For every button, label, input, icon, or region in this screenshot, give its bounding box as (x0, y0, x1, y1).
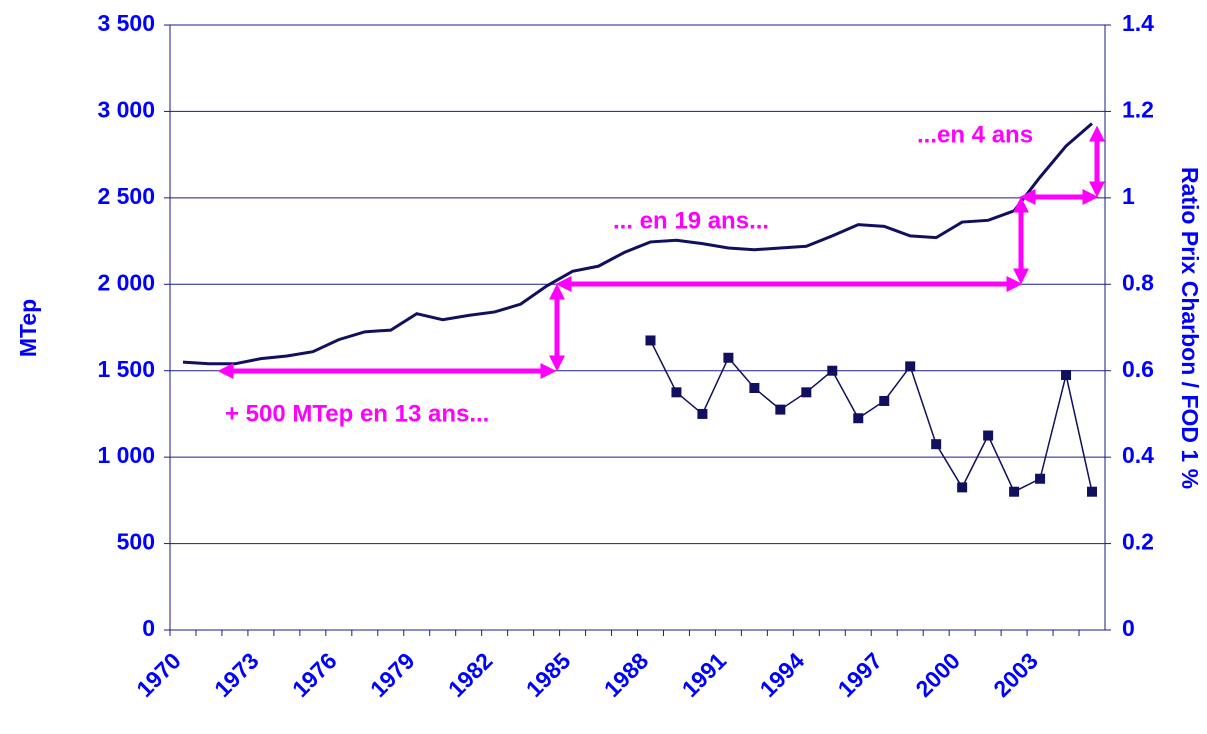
marker (983, 430, 994, 441)
marker (879, 395, 890, 406)
y-tick-label: 500 (117, 529, 155, 555)
y2-tick-label: 0.2 (1122, 529, 1154, 555)
marker (749, 383, 760, 393)
y-tick-label: 1 000 (97, 442, 155, 468)
marker (775, 404, 786, 415)
y-tick-label: 3 500 (97, 10, 155, 36)
y-tick-label: 2 500 (97, 183, 155, 209)
arrows (217, 125, 1106, 380)
x-tick-label: 1994 (755, 647, 810, 702)
marker (905, 361, 916, 372)
marker (645, 335, 656, 346)
marker (671, 387, 682, 398)
marker (697, 408, 708, 419)
y2-axis-label: Ratio Prix Charbon / FOD 1 % (1177, 167, 1203, 489)
marker (1035, 473, 1046, 484)
series-line (649, 340, 1093, 493)
marker (931, 439, 942, 450)
y-tick-label: 0 (142, 615, 155, 641)
x-tick-label: 1985 (521, 647, 576, 702)
y-tick-label: 2 000 (97, 269, 155, 295)
y2-tick-label: 0.6 (1122, 356, 1154, 382)
y2-tick-label: 0 (1122, 615, 1135, 641)
marker (723, 352, 734, 363)
x-tick-label: 1982 (443, 647, 498, 702)
x-tick-label: 1997 (833, 647, 888, 702)
x-tick-label: 1970 (131, 647, 186, 702)
x-tick-label: 2000 (910, 647, 965, 702)
y2-tick-label: 0.8 (1122, 269, 1154, 295)
marker (827, 365, 838, 376)
x-tick-label: 1976 (287, 647, 342, 702)
marker (1087, 486, 1098, 497)
x-tick-label: 1979 (365, 647, 420, 702)
y-axis-label: MTep (15, 299, 41, 357)
series-line (182, 122, 1093, 366)
y-tick-label: 3 000 (97, 97, 155, 123)
x-tick-label: 1973 (209, 647, 264, 702)
y2-tick-label: 1.4 (1122, 10, 1154, 36)
x-tick-label: 1991 (677, 647, 732, 702)
annotation: ...en 4 ans (917, 121, 1033, 148)
marker (853, 413, 864, 424)
annotation: ... en 19 ans... (613, 207, 769, 234)
marker (957, 482, 968, 493)
y2-tick-label: 1.2 (1122, 97, 1154, 123)
y2-tick-label: 1 (1122, 183, 1135, 209)
x-tick-label: 1988 (599, 647, 654, 702)
x-tick-label: 2003 (988, 647, 1043, 702)
marker (1009, 486, 1020, 497)
y-tick-label: 1 500 (97, 356, 155, 382)
annotation: + 500 MTep en 13 ans... (225, 400, 489, 427)
marker (801, 387, 812, 398)
marker (1061, 370, 1072, 381)
y2-tick-label: 0.4 (1122, 442, 1154, 468)
